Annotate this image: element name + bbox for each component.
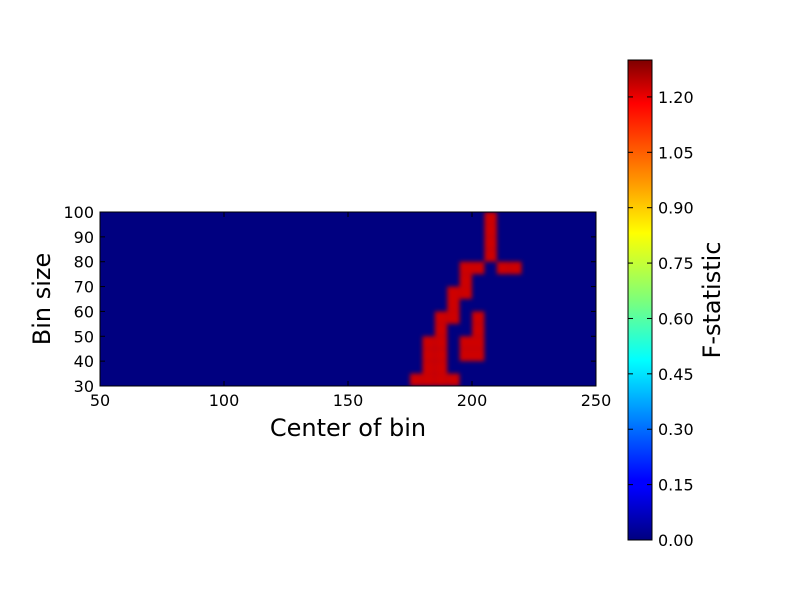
heatmap-cell [472,336,485,349]
colorbar-tick-label: 0.90 [658,199,694,218]
heatmap-cell [447,373,460,386]
heatmap-cell [472,323,485,337]
heatmap-cell [459,261,472,275]
heatmap-cell [484,224,497,237]
heatmap-cell [484,236,497,250]
y-tick-label: 90 [74,228,94,247]
heatmap-cell [459,286,472,299]
colorbar [627,59,653,541]
heatmap-cell [434,336,448,349]
x-axis-ticks: 50 100 150 200 250 [90,212,611,410]
heatmap-cell [459,336,472,349]
heatmap-cell [459,348,472,362]
y-tick-label: 70 [74,278,94,297]
colorbar-label: F-statistic [698,242,726,359]
colorbar-tick-label: 0.60 [658,309,694,328]
heatmap-cell [422,361,435,374]
heatmap-cell [422,348,435,362]
heatmap-cell [447,311,460,324]
heatmap-cell [509,261,522,275]
x-tick-label: 150 [333,391,364,410]
colorbar-ticks: 0.00 0.15 0.30 0.45 0.60 0.75 0.90 1.05 1.20 [628,88,694,550]
colorbar-tick-label: 0.75 [658,254,694,273]
heatmap-cell [472,311,485,324]
heatmap-cell [434,323,448,337]
y-axis-label: Bin size [28,253,56,346]
heatmap-cell [410,373,423,386]
heatmap-cell [447,286,460,299]
heatmap-cell [472,261,485,275]
x-tick-label: 50 [90,391,110,410]
heatmap-cell [484,212,497,225]
y-tick-label: 80 [74,253,94,272]
colorbar-tick-label: 1.05 [658,143,694,162]
colorbar-tick-label: 1.20 [658,88,694,107]
x-tick-label: 200 [457,391,488,410]
heatmap-cell [459,274,472,287]
heatmap-cell [434,311,448,324]
y-tick-label: 40 [74,352,94,371]
y-tick-label: 30 [74,377,94,396]
heatmap-cell [434,373,448,386]
heatmap-cell [496,261,510,275]
heatmap-cells [410,212,522,386]
heatmap-cell [422,373,435,386]
heatmap-cell [434,361,448,374]
y-tick-label: 50 [74,327,94,346]
x-tick-label: 100 [209,391,240,410]
y-tick-label: 100 [63,203,94,222]
heatmap-cell [434,348,448,362]
colorbar-tick-label: 0.15 [658,476,694,495]
colorbar-tick-label: 0.45 [658,365,694,384]
colorbar-tick-label: 0.00 [658,531,694,550]
y-tick-label: 60 [74,302,94,321]
heatmap-background [100,212,596,386]
y-axis-ticks: 30 40 50 60 70 80 90 100 [63,203,596,396]
colorbar-tick-label: 0.30 [658,420,694,439]
heatmap-cell [484,249,497,262]
x-tick-label: 250 [581,391,612,410]
heatmap-cell [447,299,460,312]
heatmap-cell [422,336,435,349]
heatmap-cell [472,348,485,362]
x-axis-label: Center of bin [270,414,426,442]
